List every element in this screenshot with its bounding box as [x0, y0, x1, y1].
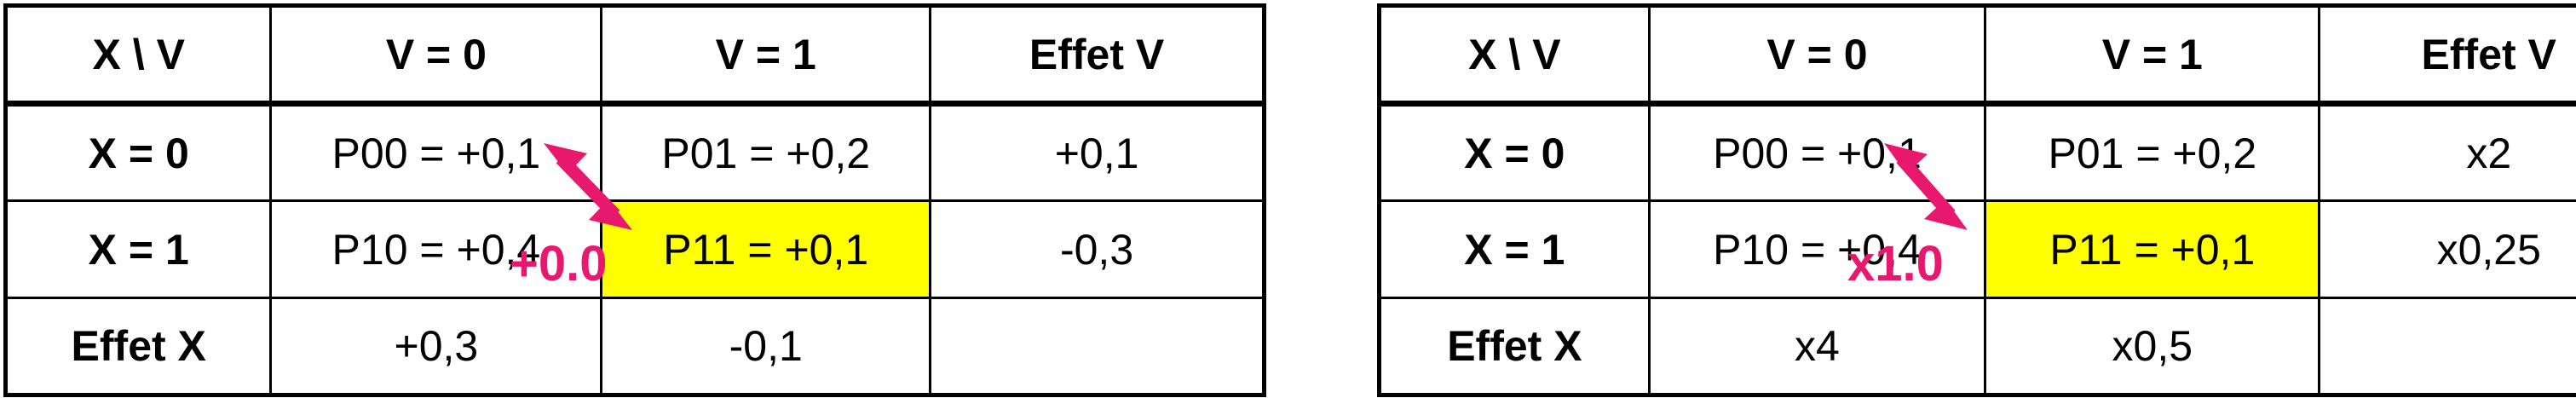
- header-row: X \ V V = 0 V = 1 Effet V: [1378, 4, 2576, 107]
- cell-p10: P10 = +0,4: [1647, 199, 1987, 299]
- header-row: X \ V V = 0 V = 1 Effet V: [3, 4, 1265, 107]
- cell-p11-highlighted: P11 = +0,1: [600, 199, 932, 299]
- cell-effect-x-v1: -0,1: [600, 297, 932, 396]
- cell-empty: [929, 297, 1265, 396]
- cell-effect-v-x0: x2: [2318, 102, 2576, 202]
- table-row: X = 1 P10 = +0,4 P11 = +0,1 x0,25: [1378, 199, 2576, 299]
- table-row: X = 1 P10 = +0,4 P11 = +0,1 -0,3: [3, 199, 1265, 299]
- row-header-x1: X = 1: [3, 199, 273, 299]
- cell-effect-x-v0: x4: [1647, 297, 1987, 396]
- cell-p01: P01 = +0,2: [600, 102, 932, 202]
- table-row: X = 0 P00 = +0,1 P01 = +0,2 x2: [1378, 102, 2576, 202]
- column-header-v0: V = 0: [269, 4, 603, 107]
- column-header-v1: V = 1: [1984, 4, 2321, 107]
- additive-effects-table: X \ V V = 0 V = 1 Effet V X = 0 P00 = +0…: [3, 3, 1266, 397]
- cell-p11-highlighted: P11 = +0,1: [1984, 199, 2321, 299]
- row-header-x1: X = 1: [1378, 199, 1651, 299]
- column-header-v1: V = 1: [600, 4, 932, 107]
- cell-effect-v-x1: x0,25: [2318, 199, 2576, 299]
- cell-effect-x-v1: x0,5: [1984, 297, 2321, 396]
- column-header-effect-v: Effet V: [2318, 4, 2576, 107]
- cell-p01: P01 = +0,2: [1984, 102, 2321, 202]
- cell-effect-v-x0: +0,1: [929, 102, 1265, 202]
- cell-effect-v-x1: -0,3: [929, 199, 1265, 299]
- row-header-x0: X = 0: [3, 102, 273, 202]
- corner-header: X \ V: [3, 4, 273, 107]
- cell-empty: [2318, 297, 2576, 396]
- corner-header: X \ V: [1378, 4, 1651, 107]
- cell-effect-x-v0: +0,3: [269, 297, 603, 396]
- interaction-label-additive: +0.0: [510, 236, 608, 291]
- table-row: X = 0 P00 = +0,1 P01 = +0,2 +0,1: [3, 102, 1265, 202]
- interaction-label-multiplicative: x1.0: [1847, 236, 1944, 291]
- row-header-x0: X = 0: [1378, 102, 1651, 202]
- cell-p10: P10 = +0,4: [269, 199, 603, 299]
- multiplicative-effects-table: X \ V V = 0 V = 1 Effet V X = 0 P00 = +0…: [1377, 3, 2576, 397]
- column-header-effect-v: Effet V: [929, 4, 1265, 107]
- column-header-v0: V = 0: [1647, 4, 1987, 107]
- row-header-effect-x: Effet X: [3, 297, 273, 396]
- table-row: Effet X +0,3 -0,1: [3, 297, 1265, 396]
- table-row: Effet X x4 x0,5: [1378, 297, 2576, 396]
- row-header-effect-x: Effet X: [1378, 297, 1651, 396]
- cell-p00: P00 = +0,1: [1647, 102, 1987, 202]
- cell-p00: P00 = +0,1: [269, 102, 603, 202]
